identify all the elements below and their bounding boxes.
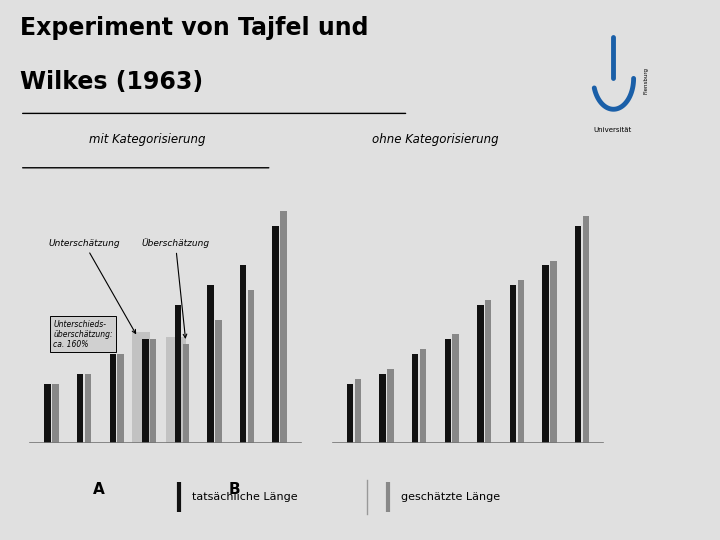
Bar (117, 354, 124, 443)
Bar (175, 305, 181, 443)
Text: geschätzte Länge: geschätzte Länge (400, 492, 500, 502)
Bar (510, 285, 516, 443)
Bar (280, 211, 287, 443)
Bar (542, 266, 549, 443)
Text: Unterschätzung: Unterschätzung (48, 239, 135, 333)
Bar (355, 379, 361, 443)
Text: ohne Kategorisierung: ohne Kategorisierung (372, 132, 499, 146)
Bar (387, 369, 394, 443)
Bar (45, 384, 51, 443)
Text: A: A (93, 482, 104, 497)
Text: Unterschieds-
überschätzung:
ca. 160%: Unterschieds- überschätzung: ca. 160% (53, 320, 113, 349)
Bar (272, 226, 279, 443)
Bar (207, 285, 214, 443)
Text: Überschätzung: Überschätzung (141, 238, 210, 338)
Bar (77, 374, 84, 443)
Bar (477, 305, 484, 443)
Bar (109, 354, 116, 443)
Bar (240, 266, 246, 443)
Bar (132, 332, 150, 443)
Bar (347, 384, 354, 443)
Text: Flensburg: Flensburg (644, 68, 648, 94)
Bar (452, 334, 459, 443)
Bar (575, 226, 581, 443)
Bar (248, 290, 254, 443)
Bar (150, 339, 156, 443)
Text: B: B (228, 482, 240, 497)
Bar (412, 354, 418, 443)
Bar (215, 320, 222, 443)
Text: mit Kategorisierung: mit Kategorisierung (89, 132, 206, 146)
Bar (85, 374, 91, 443)
Bar (444, 339, 451, 443)
Bar (582, 216, 589, 443)
Bar (142, 339, 148, 443)
Bar (485, 300, 492, 443)
Text: Experiment von Tajfel und: Experiment von Tajfel und (20, 16, 369, 40)
Text: Universität: Universität (593, 127, 631, 133)
Bar (166, 337, 186, 443)
Bar (53, 384, 59, 443)
Text: Wilkes (1963): Wilkes (1963) (20, 70, 203, 94)
Text: tatsächliche Länge: tatsächliche Länge (192, 492, 297, 502)
Bar (518, 280, 524, 443)
Bar (183, 345, 189, 443)
Bar (420, 349, 426, 443)
Bar (379, 374, 386, 443)
Bar (550, 260, 557, 443)
